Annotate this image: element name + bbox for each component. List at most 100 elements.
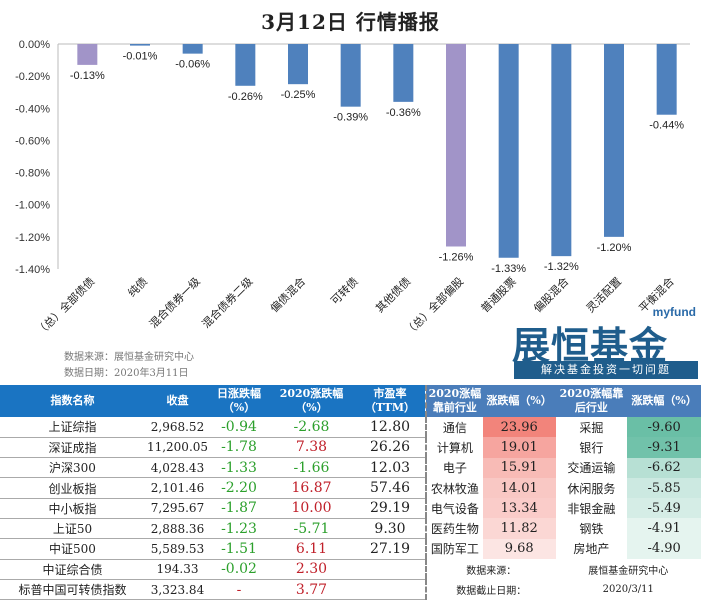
x-tick-label: 其他债债	[372, 274, 413, 315]
bar	[340, 44, 361, 107]
column-header: 涨跌幅（%）	[482, 385, 556, 417]
table-row: 上证综指 2,968.52 -0.94 -2.68 12.80	[0, 417, 425, 438]
table-row: 医药生物 11.82 钢铁 -4.91	[426, 518, 701, 539]
table-row: 农林牧渔 14.01 休闲服务 -5.85	[426, 477, 701, 499]
table-cell: 沪深300	[0, 457, 145, 479]
table-cell: 3.77	[268, 579, 355, 601]
table-cell: 57.46	[354, 477, 425, 499]
table-cell: 中小板指	[0, 498, 145, 519]
x-tick-label: 可转债	[328, 274, 361, 307]
table-cell: 钢铁	[579, 522, 604, 537]
table-cell: -2.20	[210, 477, 269, 499]
table-row: 电子 15.91 交通运输 -6.62	[426, 457, 701, 478]
table-cell: 标普中国可转债指数	[0, 579, 145, 601]
data-label: -1.32%	[544, 261, 579, 273]
table-cell: -	[210, 579, 269, 601]
table-cell: 15.91	[482, 457, 556, 478]
table-cell: 房地产	[573, 542, 610, 557]
table-cell: 6.11	[268, 538, 355, 560]
table-cell: 电子	[442, 461, 467, 476]
table-cell: -1.78	[210, 437, 269, 459]
table-row: 国防军工 9.68 房地产 -4.90	[426, 538, 701, 560]
table-cell: 12.03	[354, 457, 425, 479]
table-cell: 26.26	[354, 437, 425, 459]
table-cell: 农林牧渔	[430, 481, 479, 496]
data-label: -0.25%	[281, 89, 316, 101]
table-cell: 14.01	[482, 477, 556, 499]
table-row: 计算机 19.01 银行 -9.31	[426, 437, 701, 458]
table-cell: 2,101.46	[144, 477, 211, 499]
table-cell: 3,323.84	[144, 579, 211, 601]
table-cell: 23.96	[482, 417, 556, 438]
table-cell: 休闲服务	[567, 481, 616, 496]
table-cell: 上证50	[0, 518, 145, 540]
source-label: 数据截止日期：	[456, 586, 527, 598]
table-cell: 19.01	[482, 437, 556, 458]
y-tick-label: -0.60%	[15, 135, 50, 147]
source-row: 数据来源： 展恒基金研究中心	[426, 559, 701, 579]
bar	[235, 44, 256, 86]
x-tick-label: 偏债混合	[267, 274, 308, 315]
data-label: -0.06%	[175, 59, 210, 71]
table-cell: 16.87	[268, 477, 355, 499]
y-tick-label: -0.20%	[15, 71, 50, 83]
chart-date: 数据日期：2020年3月11日	[64, 368, 189, 379]
table-cell: 12.80	[354, 417, 425, 438]
index-table: 指数名称 收盘 日涨跌幅（%） 2020涨跌幅（%） 市盈率（TTM） 上证综指 2,968…	[0, 385, 425, 601]
table-cell: 银行	[579, 440, 604, 455]
table-cell: -1.51	[210, 538, 269, 560]
table-cell: -4.91	[627, 518, 701, 539]
table-cell: -5.71	[268, 518, 355, 540]
data-label: -0.01%	[123, 51, 158, 63]
data-label: -0.26%	[228, 91, 263, 103]
table-cell: -0.02	[210, 559, 269, 580]
table-cell: 深证成指	[0, 437, 145, 459]
table-cell: -1.87	[210, 498, 269, 519]
table-row: 创业板指 2,101.46 -2.20 16.87 57.46	[0, 477, 425, 499]
table-cell: -6.62	[627, 457, 701, 478]
table-row: 中证综合债 194.33 -0.02 2.30	[0, 559, 425, 580]
table-cell	[354, 559, 425, 580]
y-tick-label: -0.40%	[15, 103, 50, 115]
source-label: 数据来源：	[466, 565, 517, 577]
table-row: 标普中国可转债指数 3,323.84-3.77	[0, 579, 425, 601]
table-cell: 上证综指	[0, 417, 145, 438]
table-cell: 29.19	[354, 498, 425, 519]
table-cell: 通信	[442, 420, 467, 435]
x-tick-label: 纯债	[125, 274, 150, 299]
table-cell: 4,028.43	[144, 457, 211, 479]
table-cell: 7,295.67	[144, 498, 211, 519]
table-cell	[354, 579, 425, 601]
y-tick-label: -0.80%	[15, 168, 50, 180]
y-tick-label: -1.00%	[15, 200, 50, 212]
data-label: -1.33%	[491, 263, 526, 275]
page-title: 3月12日 行情播报	[261, 10, 440, 34]
data-label: -0.36%	[386, 107, 421, 119]
table-cell: 医药生物	[430, 522, 479, 537]
y-tick-label: -1.40%	[15, 264, 50, 276]
bar	[288, 44, 308, 85]
data-label: -0.44%	[649, 120, 684, 132]
table-row: 电气设备 13.34 非银金融 -5.49	[426, 498, 701, 519]
bar	[446, 44, 466, 247]
table-cell: -2.68	[268, 417, 355, 438]
bar	[604, 44, 624, 237]
table-cell: -1.33	[210, 457, 269, 479]
table-cell: -4.90	[627, 538, 701, 560]
logo-name: 展恒基金	[512, 324, 669, 368]
bar	[182, 44, 203, 54]
column-header: 2020涨幅靠后行业	[555, 385, 628, 417]
bar	[551, 44, 572, 257]
table-cell: 国防军工	[430, 542, 479, 557]
bar	[77, 44, 98, 65]
table-row: 中小板指 7,295.67 -1.87 10.00 29.19	[0, 498, 425, 519]
table-cell: 中证500	[0, 538, 145, 560]
column-header: 2020涨幅靠前行业	[426, 385, 483, 417]
table-cell: -1.23	[210, 518, 269, 540]
table-cell: -9.31	[627, 437, 701, 458]
y-tick-label: 0.00%	[19, 39, 50, 51]
table-cell: 非银金融	[567, 501, 616, 516]
column-header: 收盘	[144, 385, 211, 417]
table-cell: 194.33	[144, 559, 211, 580]
table-row: 上证50 2,888.36 -1.23 -5.71 9.30	[0, 518, 425, 540]
